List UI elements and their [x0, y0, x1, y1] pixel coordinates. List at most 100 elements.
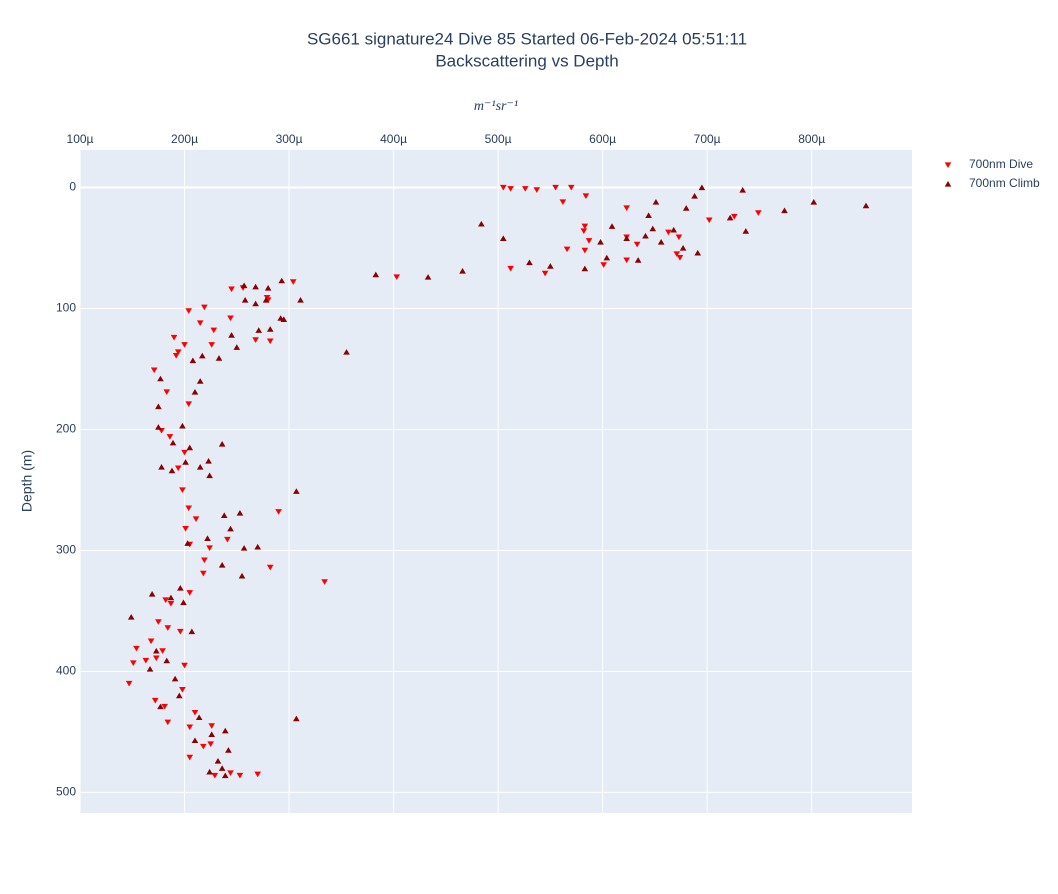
data-point — [691, 193, 698, 199]
legend-marker — [944, 162, 952, 168]
data-point — [221, 727, 229, 734]
data-point — [649, 225, 657, 232]
data-point — [155, 403, 162, 410]
data-point — [233, 344, 241, 350]
data-point — [177, 628, 184, 635]
data-point — [266, 564, 274, 571]
data-point — [478, 220, 485, 227]
data-point — [206, 545, 213, 552]
data-point — [186, 444, 194, 451]
y-axis-title: Depth (m) — [19, 450, 35, 512]
data-point — [580, 228, 588, 235]
data-point — [228, 286, 235, 293]
data-point — [252, 283, 259, 290]
data-point — [174, 349, 182, 356]
data-point — [810, 199, 818, 205]
data-point — [278, 277, 286, 284]
data-point — [171, 675, 179, 682]
data-point — [293, 488, 300, 494]
data-point — [163, 657, 171, 664]
data-point — [633, 241, 641, 248]
data-point — [645, 212, 652, 218]
data-point — [597, 238, 604, 245]
data-point — [240, 282, 248, 289]
y-tick-label: 300 — [56, 543, 76, 557]
data-point — [175, 692, 183, 699]
data-point — [552, 184, 559, 191]
data-point — [694, 249, 702, 256]
data-point — [600, 262, 607, 268]
data-point — [393, 274, 401, 281]
data-point — [180, 599, 187, 606]
data-point — [201, 557, 208, 564]
data-point — [188, 628, 196, 635]
y-tick-label: 0 — [69, 180, 76, 194]
data-point — [185, 401, 193, 408]
data-point — [189, 357, 197, 364]
data-point — [642, 232, 649, 239]
data-point — [582, 193, 590, 199]
data-point — [585, 238, 593, 244]
data-point — [254, 771, 261, 778]
data-point — [198, 352, 206, 359]
x-tick-label: 600µ — [589, 132, 616, 146]
data-point — [698, 184, 706, 191]
data-point — [169, 439, 177, 446]
x-tick-label: 500µ — [485, 132, 512, 146]
data-point — [228, 332, 235, 338]
data-point — [127, 614, 135, 620]
data-point — [567, 184, 575, 191]
data-point — [162, 597, 170, 604]
data-point — [215, 355, 223, 361]
data-point — [182, 459, 189, 465]
data-point — [603, 254, 611, 261]
x-tick-label: 700µ — [694, 132, 721, 146]
data-point — [541, 270, 549, 277]
data-point — [372, 271, 380, 278]
data-point — [262, 297, 270, 303]
x-tick-label: 200µ — [171, 132, 198, 146]
data-point — [742, 228, 750, 234]
data-point — [675, 234, 683, 241]
data-point — [174, 465, 182, 472]
data-point — [155, 424, 162, 430]
data-point — [781, 207, 788, 214]
data-point — [177, 584, 184, 591]
x-tick-label: 100µ — [67, 132, 94, 146]
data-point — [196, 320, 204, 326]
y-tick-label: 400 — [56, 664, 76, 678]
data-point — [167, 594, 175, 601]
data-point — [343, 349, 350, 355]
data-point — [255, 327, 263, 333]
data-point — [581, 265, 589, 272]
data-point — [150, 367, 158, 374]
data-point — [563, 246, 571, 253]
data-point — [634, 257, 642, 263]
y-tick-label: 100 — [56, 301, 76, 315]
data-point — [208, 723, 215, 729]
data-point — [280, 316, 288, 323]
data-point — [170, 334, 178, 341]
data-point — [192, 516, 200, 522]
data-point — [167, 601, 175, 607]
chart-title: SG661 signature24 Dive 85 Started 06-Feb… — [307, 29, 747, 48]
marks — [125, 184, 870, 779]
data-point — [227, 315, 234, 322]
data-point — [297, 297, 304, 303]
data-point — [186, 724, 194, 731]
data-point — [133, 645, 140, 652]
data-point — [254, 543, 261, 550]
data-point — [159, 648, 166, 654]
data-point — [200, 743, 207, 750]
data-point — [164, 625, 172, 631]
data-point — [206, 768, 213, 775]
data-point — [533, 187, 541, 193]
data-point — [164, 719, 172, 726]
data-point — [158, 464, 165, 470]
data-point — [623, 235, 630, 241]
legend: 700nm Dive 700nm Climb — [944, 157, 1040, 190]
data-point — [157, 375, 164, 382]
data-point — [682, 205, 690, 211]
data-point — [207, 741, 214, 748]
data-point — [665, 229, 672, 236]
